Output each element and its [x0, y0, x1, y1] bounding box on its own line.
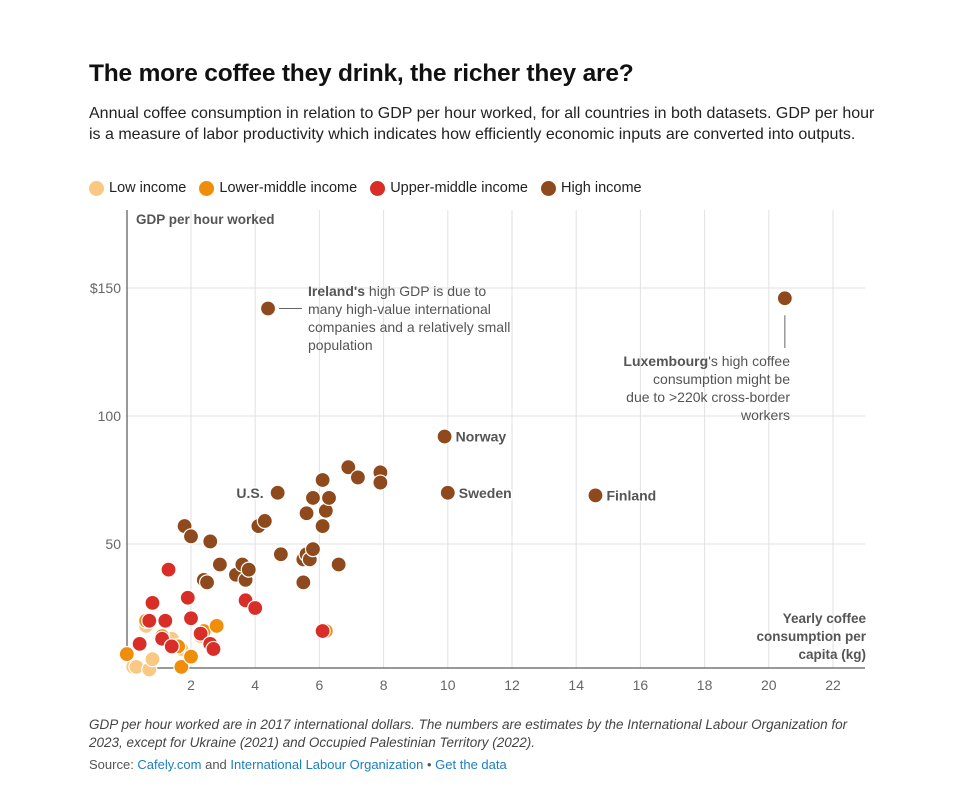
- data-point-high-income: [330, 556, 347, 573]
- data-point-high-income: [182, 528, 200, 545]
- data-point-high-income: [295, 574, 312, 591]
- x-tick-label: 22: [825, 677, 841, 693]
- country-label-norway: Norway: [456, 428, 507, 444]
- data-point-high-income: [211, 556, 228, 573]
- data-point-upper-middle-income: [144, 594, 161, 611]
- data-point-high-income: [202, 533, 219, 550]
- source-link-cafely[interactable]: Cafely.com: [137, 757, 202, 772]
- x-tick-label: 20: [761, 677, 777, 693]
- x-tick-label: 18: [697, 677, 713, 693]
- data-point-upper-middle-income: [141, 612, 158, 629]
- x-tick-label: 16: [633, 677, 649, 693]
- data-point-high-income: [272, 546, 289, 563]
- x-tick-label: 10: [440, 677, 456, 693]
- x-axis-title-line: Yearly coffee: [783, 611, 867, 626]
- luxembourg-annotation-line: Luxembourg's high coffee: [623, 353, 790, 369]
- data-point-high-income: [298, 505, 315, 522]
- ireland-annotation-bold: Ireland's: [308, 283, 365, 299]
- legend-label-upper-middle-income: Upper-middle income: [390, 180, 528, 196]
- luxembourg-annotation-line: consumption might be: [653, 371, 790, 387]
- source-line: Source: Cafely.com and International Lab…: [89, 757, 507, 772]
- legend: Low income Lower-middle income Upper-mid…: [89, 178, 655, 198]
- legend-label-low-income: Low income: [109, 180, 187, 196]
- data-point-upper-middle-income: [314, 622, 331, 640]
- y-tick-label: 50: [105, 536, 121, 552]
- legend-swatch-lower-middle-income: [199, 180, 215, 196]
- legend-label-high-income: High income: [561, 180, 642, 196]
- source-link-ilo[interactable]: International Labour Organization: [230, 757, 424, 772]
- data-point-high-income: [436, 428, 453, 445]
- data-point-high-income: [269, 484, 286, 501]
- ireland-annotation-line: population: [308, 337, 373, 353]
- data-point-lower-middle-income: [173, 658, 190, 675]
- ireland-annotation-line: companies and a relatively small: [308, 319, 510, 335]
- data-point-upper-middle-income: [192, 625, 209, 642]
- x-axis-title-line: capita (kg): [798, 647, 866, 662]
- legend-item-upper-middle-income: Upper-middle income: [370, 180, 528, 196]
- data-point-upper-middle-income: [179, 589, 196, 606]
- country-label-us: U.S.: [236, 485, 263, 501]
- y-tick-label: 100: [98, 408, 122, 424]
- data-point-upper-middle-income: [182, 610, 200, 627]
- x-tick-label: 4: [251, 677, 259, 693]
- data-point-high-income: [198, 574, 216, 591]
- get-the-data-link[interactable]: Get the data: [435, 757, 507, 772]
- data-point-low-income: [144, 651, 161, 668]
- data-point-high-income: [259, 300, 277, 317]
- data-point-high-income: [240, 561, 257, 578]
- legend-item-high-income: High income: [541, 180, 642, 196]
- legend-item-low-income: Low income: [89, 180, 186, 196]
- data-point-upper-middle-income: [131, 635, 148, 652]
- x-tick-label: 6: [316, 677, 324, 693]
- luxembourg-annotation-line: due to >220k cross-border: [626, 389, 790, 405]
- data-point-high-income: [349, 469, 367, 486]
- data-point-high-income: [304, 541, 322, 558]
- y-tick-label: $150: [90, 280, 121, 296]
- data-point-upper-middle-income: [205, 640, 222, 658]
- ireland-annotation-line: Ireland's high GDP is due to: [308, 283, 486, 299]
- data-point-lower-middle-income: [208, 617, 225, 635]
- source-and: and: [201, 757, 231, 772]
- data-point-upper-middle-income: [157, 612, 174, 629]
- data-point-high-income: [372, 474, 389, 491]
- source-separator: •: [423, 757, 436, 772]
- x-tick-label: 12: [504, 677, 520, 693]
- x-tick-label: 8: [380, 677, 388, 693]
- chart-subtitle: Annual coffee consumption in relation to…: [89, 105, 875, 143]
- legend-item-lower-middle-income: Lower-middle income: [199, 180, 357, 196]
- x-tick-label: 14: [568, 677, 584, 693]
- ireland-annotation-rest: high GDP is due to: [365, 283, 486, 299]
- luxembourg-annotation-bold: Luxembourg: [623, 353, 708, 369]
- ireland-annotation-line: many high-value international: [308, 301, 491, 317]
- data-point-high-income: [439, 484, 456, 501]
- legend-swatch-upper-middle-income: [370, 180, 386, 196]
- data-point-high-income: [340, 459, 357, 476]
- data-point-upper-middle-income: [247, 599, 264, 617]
- x-tick-label: 2: [187, 677, 195, 693]
- source-prefix: Source:: [89, 757, 138, 772]
- data-point-high-income: [314, 471, 331, 489]
- x-axis-title-line: consumption per: [756, 629, 866, 644]
- country-label-finland: Finland: [606, 487, 656, 503]
- data-point-lower-middle-income: [182, 648, 200, 665]
- legend-swatch-high-income: [541, 180, 556, 196]
- y-axis-title: GDP per hour worked: [136, 212, 275, 227]
- data-point-high-income: [304, 489, 322, 507]
- data-point-upper-middle-income: [163, 638, 180, 655]
- legend-label-lower-middle-income: Lower-middle income: [219, 180, 358, 196]
- data-point-upper-middle-income: [160, 561, 177, 578]
- legend-swatch-low-income: [89, 180, 104, 196]
- data-point-high-income: [587, 487, 604, 504]
- luxembourg-annotation-line: workers: [740, 407, 790, 423]
- luxembourg-annotation-rest: 's high coffee: [708, 353, 790, 369]
- chart-title: The more coffee they drink, the richer t…: [89, 60, 634, 87]
- data-point-high-income: [320, 489, 338, 507]
- data-point-lower-middle-income: [118, 645, 135, 663]
- footnote: GDP per hour worked are in 2017 internat…: [89, 717, 848, 750]
- data-point-high-income: [256, 512, 273, 530]
- data-point-high-income: [776, 290, 793, 307]
- country-label-sweden: Sweden: [459, 485, 512, 501]
- data-point-high-income: [314, 517, 331, 535]
